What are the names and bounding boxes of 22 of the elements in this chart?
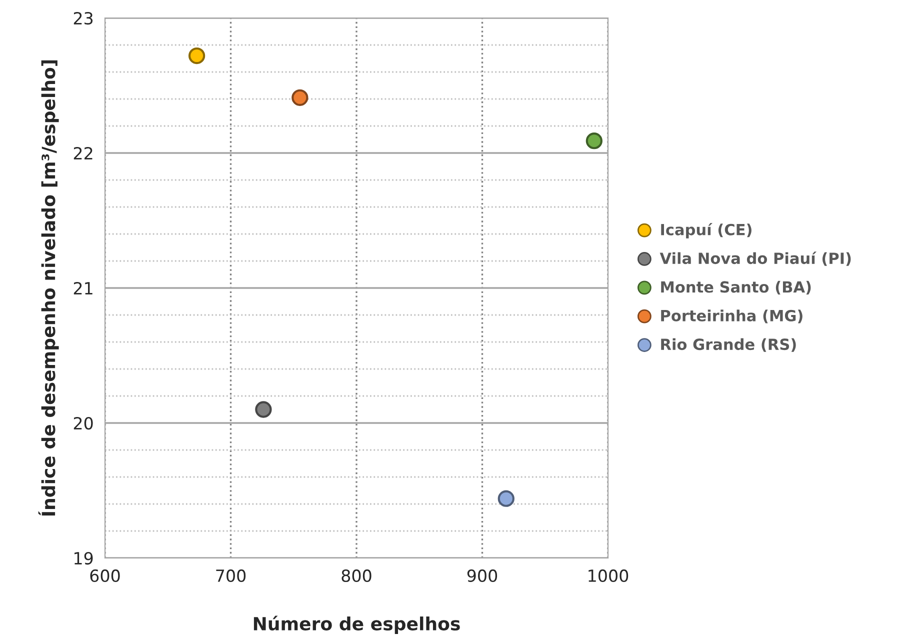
x-tick-label: 700 xyxy=(216,569,246,582)
point xyxy=(188,47,206,64)
point xyxy=(586,132,602,150)
x-tick-label: 600 xyxy=(90,569,120,582)
y-tick-label: 19 xyxy=(74,552,93,565)
point xyxy=(498,490,514,507)
y-tick-label: 21 xyxy=(74,282,92,294)
legend-label: Porteirinha (MG) xyxy=(661,310,802,324)
point xyxy=(292,89,308,106)
legend-label: Monte Santo (BA) xyxy=(661,280,811,295)
y-tick-label: 20 xyxy=(74,416,93,430)
legend-label: Vila Nova do Piauí (PI) xyxy=(660,252,851,266)
x-axis-title: Número de espelhos xyxy=(254,616,460,634)
legend-label: Rio Grande (RS) xyxy=(661,338,796,352)
legend-label: Icapuí (CE) xyxy=(661,222,752,238)
y-tick-label: 22 xyxy=(74,146,92,160)
x-tick-label: 800 xyxy=(342,569,372,582)
x-tick-label: 900 xyxy=(467,569,498,582)
y-axis-title: Índice de desempenho nivelado [m³/espelho] xyxy=(38,60,59,516)
x-tick-label: 1000 xyxy=(588,569,628,582)
point xyxy=(255,401,272,418)
y-tick-label: 23 xyxy=(74,12,93,25)
